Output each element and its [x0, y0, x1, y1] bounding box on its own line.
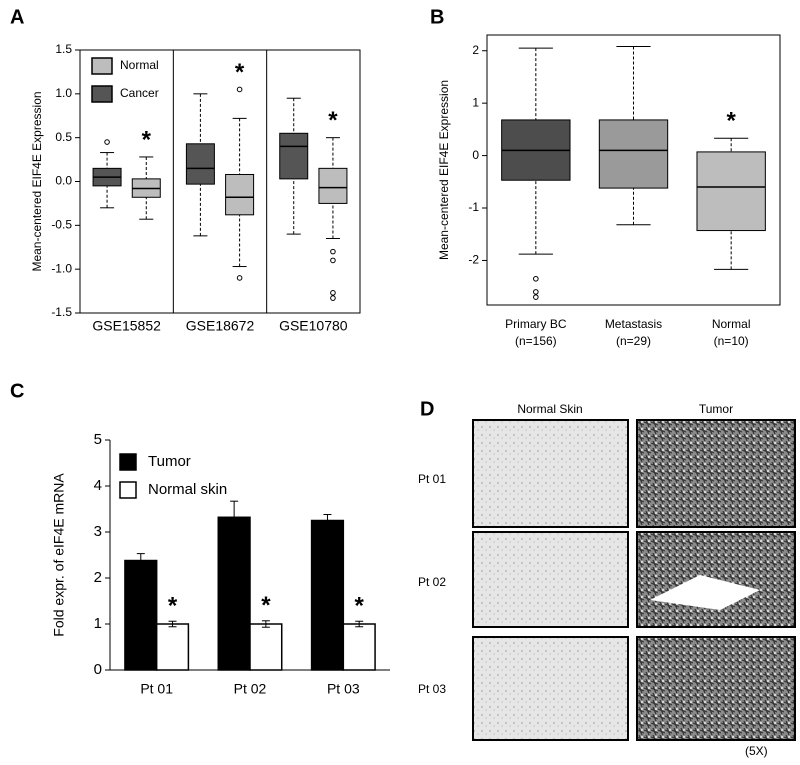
y-tick-label: 1.0: [55, 86, 72, 100]
significance-marker: *: [168, 593, 178, 620]
row-label: Pt 03: [418, 682, 446, 696]
box: [696, 151, 766, 232]
outlier: [533, 289, 539, 295]
outlier: [104, 139, 110, 145]
x-tick-label: Pt 03: [327, 681, 360, 697]
magnification: (5X): [745, 744, 768, 758]
y-tick-label: 1: [94, 615, 102, 632]
y-tick-label: -1.5: [51, 305, 72, 319]
y-axis-label: Mean-centered EIF4E Expression: [30, 91, 44, 271]
x-tick-label: Pt 02: [234, 681, 267, 697]
box: [279, 132, 309, 180]
panel-label: B: [430, 6, 444, 28]
x-tick-label: Metastasis: [605, 317, 662, 331]
bar: [249, 623, 283, 671]
outlier: [330, 290, 336, 296]
outlier: [533, 275, 539, 282]
significance-marker: *: [142, 126, 152, 153]
y-tick-label: -1.0: [51, 261, 72, 275]
y-tick-label: 2: [94, 569, 102, 586]
image: [636, 419, 796, 528]
legend-swatch: [119, 453, 137, 471]
outlier: [533, 294, 539, 300]
y-tick-label: 1: [472, 95, 479, 109]
legend-swatch: [119, 481, 137, 499]
y-tick-label: -2: [468, 253, 479, 267]
panel-label: A: [10, 6, 24, 28]
y-tick-label: 5: [94, 431, 102, 448]
significance-marker: *: [355, 593, 365, 620]
x-tick-label: GSE10780: [279, 318, 348, 334]
x-tick-label: GSE18672: [186, 318, 255, 334]
bar: [310, 519, 345, 671]
image: [636, 636, 796, 741]
outlier: [330, 248, 336, 255]
bar: [217, 516, 251, 671]
plot-frame: [486, 34, 781, 306]
y-tick-label: 1.5: [55, 42, 72, 56]
bar: [342, 623, 376, 671]
legend-label: Tumor: [148, 453, 191, 470]
significance-marker: *: [726, 108, 736, 135]
image: [472, 531, 629, 628]
y-axis-label: Mean-centered EIF4E Expression: [437, 80, 451, 260]
x-tick-note: (n=10): [714, 334, 749, 348]
significance-marker: *: [235, 59, 245, 86]
bar: [155, 623, 190, 671]
legend-label: Cancer: [120, 86, 159, 100]
y-tick-label: 0: [472, 148, 479, 162]
row-label: Pt 02: [418, 575, 446, 589]
y-tick-label: 0.0: [55, 174, 72, 188]
image: [472, 636, 629, 741]
legend-swatch: [91, 57, 113, 75]
legend-label: Normal skin: [148, 481, 227, 498]
legend-swatch: [91, 85, 113, 103]
panel-label: D: [420, 398, 434, 420]
y-tick-label: 2: [472, 43, 479, 57]
box: [598, 119, 669, 189]
box: [225, 173, 255, 216]
histology-images: [472, 419, 796, 741]
outlier: [330, 295, 336, 301]
row-label: Pt 01: [418, 472, 446, 486]
y-tick-label: -1: [468, 200, 479, 214]
x-tick-note: (n=29): [616, 334, 651, 348]
significance-marker: *: [261, 592, 271, 619]
box: [185, 143, 215, 185]
image: [472, 419, 629, 528]
x-tick-note: (n=156): [515, 334, 557, 348]
y-tick-label: 3: [94, 523, 102, 540]
x-tick-label: GSE15852: [92, 318, 161, 334]
x-tick-label: Pt 01: [140, 681, 173, 697]
y-axis-label: Fold expr. of eIF4E mRNA: [51, 473, 67, 637]
y-tick-label: -0.5: [51, 218, 72, 232]
outlier: [236, 86, 243, 93]
column-header: Tumor: [699, 402, 733, 416]
y-tick-label: 4: [94, 477, 102, 494]
box: [318, 167, 348, 204]
significance-marker: *: [328, 107, 338, 134]
x-tick-label: Normal: [712, 317, 751, 331]
legend-label: Normal: [120, 58, 159, 72]
y-tick-label: 0.5: [55, 130, 72, 144]
x-tick-label: Primary BC: [505, 317, 567, 331]
panel-label: C: [10, 380, 24, 402]
y-tick-label: 0: [94, 661, 102, 678]
outlier: [330, 257, 336, 264]
outlier: [236, 275, 243, 281]
bar: [124, 559, 158, 671]
column-header: Normal Skin: [517, 402, 582, 416]
image-detail: [650, 575, 760, 610]
